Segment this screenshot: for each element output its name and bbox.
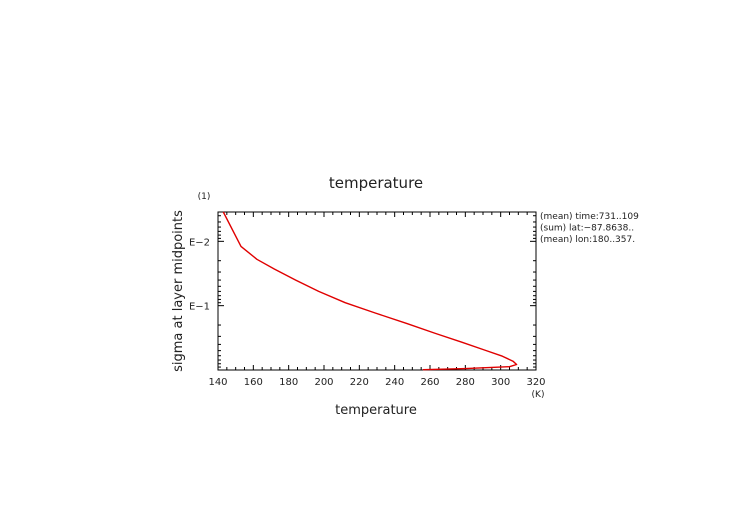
x-tick-label: 200 bbox=[314, 377, 333, 388]
y-unit-label: (1) bbox=[198, 192, 211, 202]
dimension-note: (mean) lon:180..357. bbox=[540, 235, 635, 245]
y-axis-tick-labels: E−2 E−1 bbox=[189, 237, 210, 312]
chart-title: temperature bbox=[329, 174, 423, 192]
x-axis-tick-labels: 140 160 180 200 220 240 260 280 300 320 bbox=[208, 377, 545, 388]
dimension-note: (sum) lat:−87.8638.. bbox=[540, 224, 634, 234]
y-tick-label: E−1 bbox=[189, 302, 210, 313]
temperature-profile-line bbox=[222, 211, 518, 371]
x-axis-label: temperature bbox=[335, 403, 417, 418]
x-unit-label: (K) bbox=[532, 390, 545, 400]
x-tick-label: 260 bbox=[420, 377, 439, 388]
y-axis-label: sigma at layer midpoints bbox=[171, 210, 186, 372]
x-tick-label: 320 bbox=[526, 377, 545, 388]
x-tick-label: 160 bbox=[244, 377, 263, 388]
dimension-annotations: (mean) time:731..109 (sum) lat:−87.8638..… bbox=[540, 212, 639, 245]
plot-frame bbox=[217, 211, 537, 371]
x-tick-label: 220 bbox=[350, 377, 369, 388]
y-tick-label: E−2 bbox=[189, 237, 210, 248]
x-tick-label: 180 bbox=[279, 377, 298, 388]
x-axis-ticks bbox=[217, 212, 537, 370]
x-tick-label: 280 bbox=[456, 377, 475, 388]
dimension-note: (mean) time:731..109 bbox=[540, 212, 639, 222]
x-tick-label: 140 bbox=[208, 377, 227, 388]
x-tick-label: 240 bbox=[385, 377, 404, 388]
x-tick-label: 300 bbox=[491, 377, 510, 388]
y-axis-ticks bbox=[218, 215, 536, 368]
